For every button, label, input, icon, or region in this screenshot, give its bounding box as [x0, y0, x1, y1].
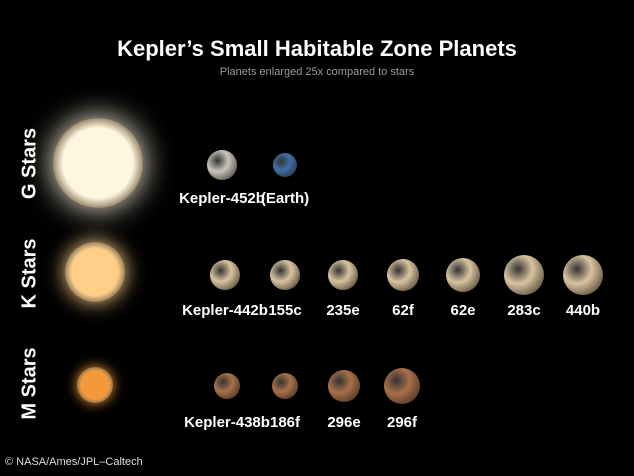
planet [210, 260, 240, 290]
title: Kepler’s Small Habitable Zone Planets [117, 36, 517, 61]
planet [207, 150, 237, 180]
planet-label: 186f [269, 414, 301, 431]
credit: © NASA/Ames/JPL–Caltech [5, 456, 143, 468]
planet-label: 296f [386, 414, 418, 431]
planet [270, 260, 300, 290]
planet-label: 62f [392, 302, 414, 319]
planet [328, 260, 358, 290]
planet-label: 235e [326, 302, 360, 319]
planet [387, 259, 419, 291]
star-g-stars [53, 118, 143, 208]
planet [214, 373, 240, 399]
star-k-stars [65, 242, 125, 302]
subtitle: Planets enlarged 25x compared to stars [219, 66, 415, 78]
row-label-m: M Stars [18, 347, 41, 420]
planet-label: Kepler-442b [182, 302, 268, 319]
planet [328, 370, 360, 402]
planet [272, 373, 298, 399]
row-label-g: G Stars [18, 127, 41, 200]
planet [273, 153, 297, 177]
planet [446, 258, 480, 292]
planet-label: 155c [268, 302, 302, 319]
planet [563, 255, 603, 295]
planet-label: 296e [327, 414, 361, 431]
row-label-k: K Stars [18, 238, 41, 309]
planet [504, 255, 544, 295]
planet-label: 62e [450, 302, 476, 319]
planet-label: Kepler-452b [179, 190, 265, 207]
planet-label: (Earth) [260, 190, 310, 207]
planet [384, 368, 420, 404]
planet-label: Kepler-438b [184, 414, 270, 431]
planet-label: 283c [507, 302, 541, 319]
planet-label: 440b [565, 302, 601, 319]
star-m-stars [77, 367, 113, 403]
